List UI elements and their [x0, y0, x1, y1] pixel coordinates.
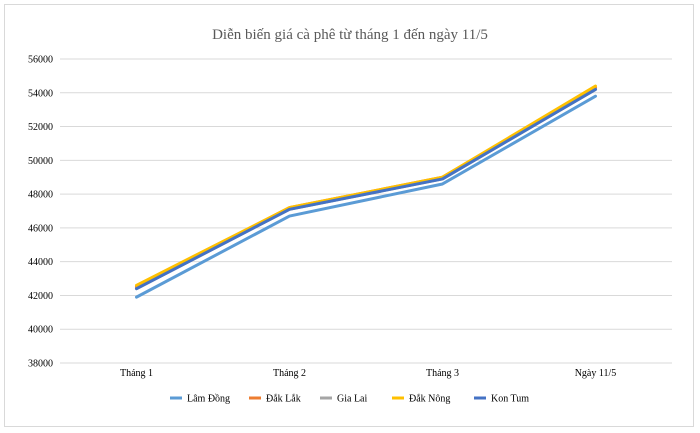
series-line-2 [135, 87, 597, 291]
x-tick-label-1: Tháng 2 [273, 368, 306, 379]
series-line-1 [135, 86, 597, 289]
y-tick-label-5: 48000 [28, 190, 53, 201]
y-tick-label-7: 52000 [28, 122, 53, 133]
chart-frame [4, 4, 694, 427]
y-tick-label-3: 44000 [28, 257, 53, 268]
x-tick-label-3: Ngày 11/5 [575, 368, 617, 379]
y-tick-label-9: 56000 [28, 55, 53, 66]
y-tick-label-1: 40000 [28, 325, 53, 336]
x-axis-ticks: Tháng 1 Tháng 2 Tháng 3 Ngày 11/5 [120, 368, 616, 379]
legend: Lâm Đồng Đắk Lắk Gia Lai Đắk Nông Kon Tum [170, 394, 529, 405]
y-tick-label-2: 42000 [28, 291, 53, 302]
y-axis-ticks: 38000 40000 42000 44000 46000 48000 50000 52000… [28, 55, 53, 370]
series-line-3 [135, 84, 597, 287]
legend-label-0: Lâm Đồng [187, 394, 230, 405]
grid-lines [60, 58, 672, 364]
legend-label-4: Kon Tum [491, 394, 529, 405]
series-lines [135, 84, 597, 299]
series-line-4 [135, 87, 597, 291]
x-tick-label-2: Tháng 3 [426, 368, 459, 379]
y-tick-label-0: 38000 [28, 359, 53, 370]
series-line-0 [135, 94, 597, 299]
y-tick-label-8: 54000 [28, 88, 53, 99]
legend-label-2: Gia Lai [337, 394, 367, 405]
x-tick-label-0: Tháng 1 [120, 368, 153, 379]
y-tick-label-4: 46000 [28, 223, 53, 234]
y-tick-label-6: 50000 [28, 156, 53, 167]
legend-label-3: Đắk Nông [409, 394, 450, 405]
legend-label-1: Đắk Lắk [266, 394, 301, 405]
chart-title: Diễn biến giá cà phê từ tháng 1 đến ngày… [212, 27, 488, 43]
